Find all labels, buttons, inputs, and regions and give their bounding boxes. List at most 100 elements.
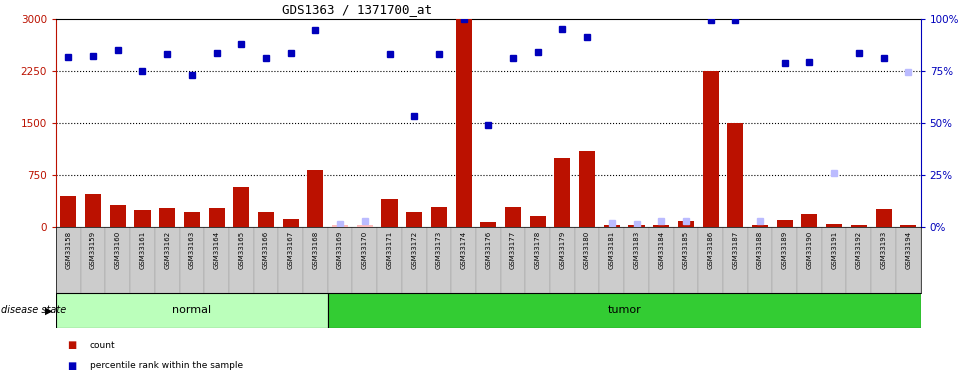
Text: GSM33191: GSM33191	[831, 231, 838, 269]
Bar	[480, 222, 497, 227]
Bar	[431, 207, 447, 227]
Text: GSM33193: GSM33193	[881, 231, 887, 269]
Text: count: count	[90, 340, 116, 350]
Text: GSM33177: GSM33177	[510, 231, 516, 269]
Text: GSM33183: GSM33183	[634, 231, 639, 269]
Text: GSM33187: GSM33187	[732, 231, 738, 269]
Text: GSM33194: GSM33194	[905, 231, 911, 269]
Bar	[204, 227, 229, 292]
Bar	[451, 227, 476, 292]
Bar	[327, 292, 921, 328]
Text: GSM33159: GSM33159	[90, 231, 96, 269]
Bar	[278, 227, 303, 292]
Text: tumor: tumor	[608, 305, 641, 315]
Text: GSM33170: GSM33170	[362, 231, 368, 269]
Bar	[723, 227, 748, 292]
Text: GSM33163: GSM33163	[189, 231, 195, 269]
Text: percentile rank within the sample: percentile rank within the sample	[90, 361, 243, 370]
Bar	[332, 225, 348, 227]
Bar	[752, 225, 768, 227]
Bar	[773, 227, 797, 292]
Bar	[258, 211, 274, 227]
Bar	[155, 227, 180, 292]
Bar	[554, 158, 571, 227]
Bar	[85, 194, 101, 227]
Text: GSM33188: GSM33188	[757, 231, 763, 269]
Bar	[327, 227, 353, 292]
Bar	[550, 227, 575, 292]
Text: ▶: ▶	[45, 305, 53, 315]
Text: GSM33192: GSM33192	[856, 231, 862, 269]
Bar	[826, 224, 842, 227]
Bar	[500, 227, 526, 292]
Bar	[356, 225, 373, 227]
Bar	[105, 227, 130, 292]
Bar	[209, 208, 225, 227]
Bar	[600, 227, 624, 292]
Bar	[702, 71, 719, 227]
Text: GSM33169: GSM33169	[337, 231, 343, 269]
Bar	[871, 227, 895, 292]
Bar	[159, 208, 175, 227]
Text: GSM33190: GSM33190	[807, 231, 812, 269]
Bar	[895, 227, 921, 292]
Bar	[456, 19, 471, 227]
Text: disease state: disease state	[1, 305, 67, 315]
Bar	[406, 211, 422, 227]
Bar	[698, 227, 723, 292]
Bar	[678, 221, 694, 227]
Bar	[575, 227, 600, 292]
Bar	[629, 225, 644, 227]
Text: GSM33172: GSM33172	[412, 231, 417, 269]
Bar	[673, 227, 698, 292]
Bar	[427, 227, 451, 292]
Bar	[875, 209, 892, 227]
Text: GDS1363 / 1371700_at: GDS1363 / 1371700_at	[282, 3, 433, 16]
Bar	[529, 216, 546, 227]
Text: GSM33176: GSM33176	[485, 231, 492, 269]
Text: normal: normal	[172, 305, 212, 315]
Bar	[81, 227, 105, 292]
Bar	[402, 227, 427, 292]
Bar	[56, 227, 81, 292]
Text: ■: ■	[68, 340, 77, 350]
Bar	[180, 227, 204, 292]
Bar	[846, 227, 871, 292]
Text: GSM33184: GSM33184	[658, 231, 665, 269]
Bar	[303, 227, 327, 292]
Text: GSM33171: GSM33171	[386, 231, 392, 269]
Text: GSM33164: GSM33164	[213, 231, 219, 269]
Text: GSM33165: GSM33165	[239, 231, 244, 269]
Bar	[130, 227, 155, 292]
Bar	[802, 214, 817, 227]
Text: GSM33186: GSM33186	[708, 231, 714, 269]
Bar	[748, 227, 773, 292]
Bar	[604, 225, 620, 227]
Bar	[110, 206, 126, 227]
Bar	[233, 188, 249, 227]
Bar	[653, 225, 669, 227]
Bar	[229, 227, 254, 292]
Bar	[476, 227, 500, 292]
Bar	[624, 227, 649, 292]
Text: GSM33160: GSM33160	[115, 231, 121, 269]
Bar	[377, 227, 402, 292]
Bar	[649, 227, 673, 292]
Bar	[851, 225, 867, 227]
Bar	[184, 211, 200, 227]
Text: GSM33173: GSM33173	[436, 231, 441, 269]
Bar	[579, 150, 595, 227]
Text: ■: ■	[68, 361, 77, 370]
Text: GSM33168: GSM33168	[312, 231, 319, 269]
Bar	[900, 225, 917, 227]
Bar	[56, 292, 327, 328]
Bar	[134, 210, 151, 227]
Text: GSM33161: GSM33161	[139, 231, 146, 269]
Text: GSM33158: GSM33158	[66, 231, 71, 269]
Bar	[307, 170, 324, 227]
Bar	[254, 227, 278, 292]
Bar	[777, 220, 793, 227]
Text: GSM33162: GSM33162	[164, 231, 170, 269]
Text: GSM33179: GSM33179	[559, 231, 565, 269]
Bar	[822, 227, 846, 292]
